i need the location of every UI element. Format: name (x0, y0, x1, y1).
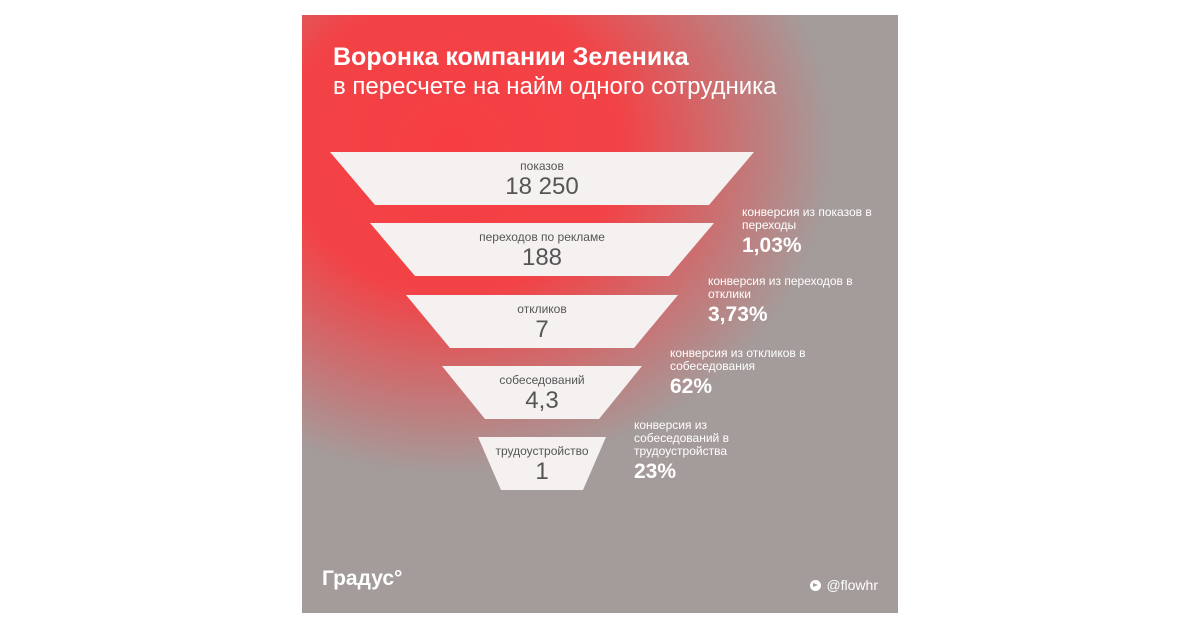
funnel-stage-value: 7 (535, 316, 549, 343)
funnel-stage: показов 18 250 (505, 160, 578, 199)
conversion-label: конверсия из собеседований в трудоустрой… (634, 418, 729, 458)
brand-logo: Градус° (322, 567, 403, 590)
infographic-card: Воронка компании Зеленика в пересчете на… (302, 15, 898, 613)
funnel-stage-label: собеседований (499, 373, 585, 387)
funnel-stage-label: переходов по рекламе (479, 230, 605, 244)
funnel-stage-value: 1 (535, 458, 549, 485)
funnel-stage: откликов 7 (517, 303, 566, 342)
funnel-stage-value: 18 250 (505, 173, 579, 200)
social-handle[interactable]: @flowhr (810, 577, 878, 593)
funnel-stage: собеседований 4,3 (499, 374, 584, 413)
funnel-stage-value: 188 (521, 244, 563, 271)
conversion-label: конверсия из показов в переходы (742, 205, 872, 232)
conversion-annotation: конверсия из собеседований в трудоустрой… (634, 419, 784, 484)
page-subtitle: в пересчете на найм одного сотрудника (333, 73, 777, 100)
conversion-label: конверсия из переходов в отклики (708, 274, 853, 301)
funnel-stage-shape (406, 295, 678, 348)
funnel-stage-shape (370, 223, 714, 276)
conversion-annotation: конверсия из переходов в отклики 3,73% (708, 275, 858, 327)
conversion-annotation: конверсия из откликов в собеседования 62% (670, 347, 820, 399)
funnel-stage-shape (330, 152, 754, 205)
funnel-stage-value: 4,3 (525, 387, 559, 414)
funnel-stage-label: трудоустройство (495, 444, 589, 458)
funnel-stage-shape (442, 366, 642, 419)
telegram-icon (810, 579, 822, 591)
conversion-value: 23% (634, 460, 677, 483)
funnel-stage-label: откликов (517, 302, 567, 316)
funnel-stage: переходов по рекламе 188 (479, 231, 605, 270)
conversion-label: конверсия из откликов в собеседования (670, 346, 806, 373)
conversion-value: 1,03% (742, 234, 802, 257)
page-title: Воронка компании Зеленика (333, 43, 689, 71)
conversion-value: 3,73% (708, 303, 768, 326)
funnel-diagram (330, 152, 754, 490)
conversion-value: 62% (670, 375, 713, 398)
funnel-stage: трудоустройство 1 (496, 445, 589, 484)
conversion-annotation: конверсия из показов в переходы 1,03% (742, 206, 892, 258)
funnel-stage-label: показов (520, 159, 564, 173)
handle-text: @flowhr (826, 577, 878, 593)
funnel-stage-shape (478, 437, 606, 490)
